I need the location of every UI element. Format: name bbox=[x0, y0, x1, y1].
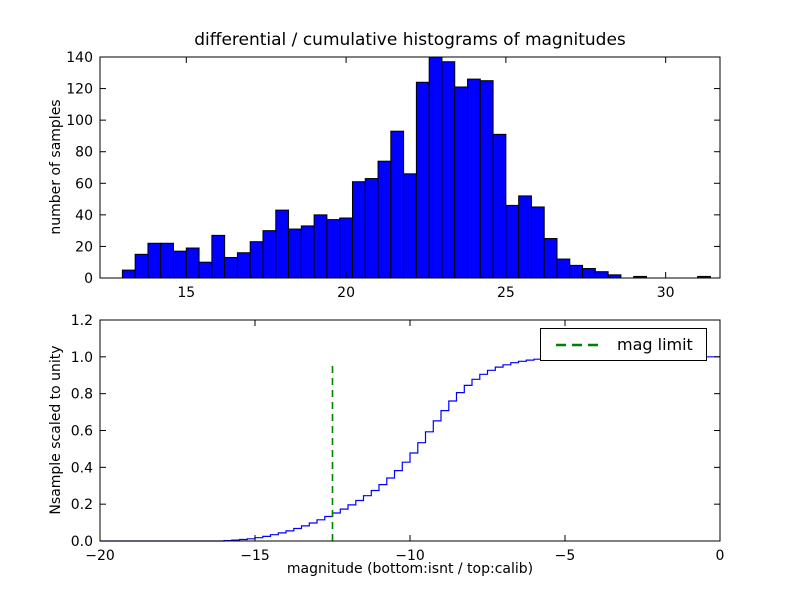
bottom-x-axis-label: magnitude (bottom:isnt / top:calib) bbox=[286, 561, 534, 577]
x-tick-label: 15 bbox=[177, 285, 195, 301]
y-tick-label: 80 bbox=[75, 145, 93, 161]
histogram-bar bbox=[160, 242, 175, 279]
y-tick-label: 1.0 bbox=[71, 350, 93, 366]
legend-label: mag limit bbox=[617, 335, 693, 354]
histogram-bar bbox=[134, 253, 149, 279]
bottom-cumulative-axes: −20 −15 −10 −5 0 0.0 0.2 0.4 0.6 0.8 1.0 1.2 bbox=[71, 313, 725, 564]
top-y-axis-label: number of samples bbox=[48, 99, 64, 235]
histogram-bar bbox=[211, 234, 226, 279]
histogram-bar bbox=[594, 271, 609, 279]
histogram-bar bbox=[185, 247, 200, 279]
y-tick-label: 60 bbox=[75, 176, 93, 192]
histogram-bar bbox=[275, 209, 290, 279]
cumulative-step-line bbox=[100, 356, 720, 542]
x-tick-label: −10 bbox=[395, 548, 425, 564]
y-tick-label: 0.2 bbox=[71, 497, 93, 513]
histogram-bar bbox=[569, 264, 584, 279]
histogram-bar bbox=[262, 230, 277, 279]
histogram-bar bbox=[121, 269, 136, 279]
y-tick-label: 0.8 bbox=[71, 387, 93, 403]
histogram-bar bbox=[454, 86, 469, 279]
x-tick-label: 25 bbox=[497, 285, 515, 301]
histogram-bar bbox=[467, 78, 481, 279]
y-tick-label: 140 bbox=[66, 50, 93, 66]
histogram-bar bbox=[403, 173, 417, 279]
y-tick-label: 0.4 bbox=[71, 460, 93, 476]
histogram-bar bbox=[313, 214, 328, 279]
y-tick-label: 0.6 bbox=[71, 424, 93, 440]
histogram-bar bbox=[249, 241, 264, 279]
x-tick-label: −15 bbox=[240, 548, 270, 564]
histogram-bar bbox=[300, 225, 315, 279]
histogram-bar bbox=[236, 252, 251, 279]
x-tick-label: 0 bbox=[716, 548, 725, 564]
histogram-bar bbox=[556, 258, 571, 279]
histogram-bar bbox=[339, 217, 353, 279]
legend-box: mag limit bbox=[540, 328, 707, 361]
y-tick-label: 1.2 bbox=[71, 313, 93, 329]
top-histogram-axes: 15 20 25 30 0 20 40 60 80 100 120 140 bbox=[66, 50, 721, 301]
histogram-bar bbox=[173, 250, 187, 279]
y-tick-label: 100 bbox=[66, 113, 93, 129]
x-tick-label: −5 bbox=[555, 548, 576, 564]
histogram-bar bbox=[543, 238, 558, 279]
y-tick-label: 0 bbox=[84, 271, 93, 287]
axes-frame bbox=[99, 56, 721, 279]
y-tick-label: 0.0 bbox=[71, 534, 93, 550]
histogram-bar bbox=[377, 160, 392, 279]
histogram-bar bbox=[530, 206, 545, 279]
y-tick-label: 120 bbox=[66, 82, 93, 98]
histogram-bar bbox=[492, 133, 507, 279]
histogram-bar bbox=[582, 268, 596, 279]
histogram-bar bbox=[415, 81, 430, 279]
histogram-bar bbox=[428, 56, 443, 279]
y-tick-label: 20 bbox=[75, 239, 93, 255]
x-tick-label: 30 bbox=[657, 285, 675, 301]
x-tick-label: 20 bbox=[337, 285, 355, 301]
histogram-bar bbox=[364, 178, 379, 279]
histogram-bar bbox=[441, 61, 456, 279]
histogram-bar bbox=[479, 80, 494, 279]
y-tick-label: 40 bbox=[75, 208, 93, 224]
histogram-bar bbox=[390, 130, 405, 279]
histogram-bar bbox=[198, 261, 213, 279]
legend-dashed-line-icon bbox=[556, 343, 604, 346]
histogram-bar bbox=[351, 181, 366, 279]
histogram-bar bbox=[288, 228, 302, 279]
histogram-bar bbox=[326, 219, 341, 279]
histogram-bar bbox=[505, 204, 520, 279]
histogram-bar bbox=[518, 195, 532, 279]
histogram-bar bbox=[147, 242, 162, 279]
bottom-y-axis-label: Nsample scaled to unity bbox=[48, 345, 64, 515]
top-chart-title: differential / cumulative histograms of … bbox=[194, 30, 626, 50]
histogram-bar bbox=[224, 256, 238, 279]
x-tick-label: −20 bbox=[85, 548, 115, 564]
